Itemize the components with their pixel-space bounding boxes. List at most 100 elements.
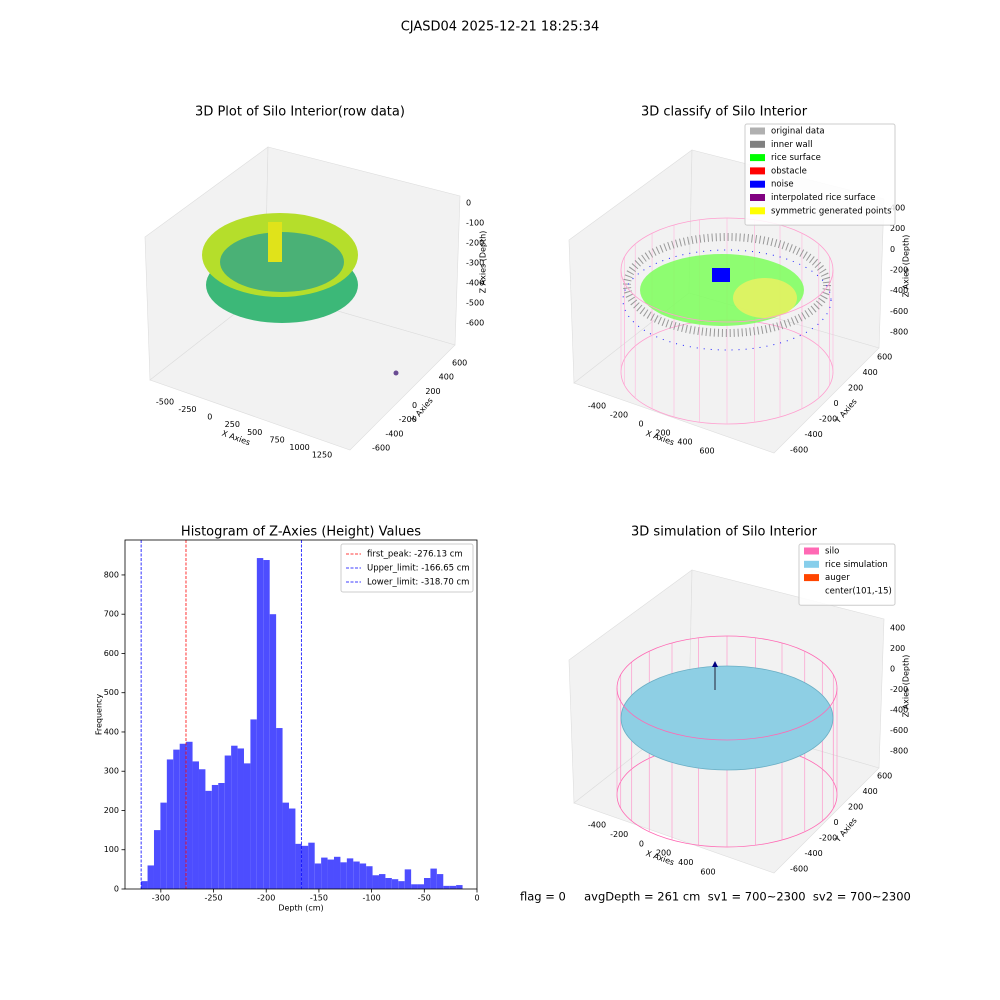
suptitle: CJASD04 2025-12-21 18:25:34 [401, 20, 600, 35]
legend-swatch [750, 127, 765, 135]
legend-swatch [750, 140, 765, 148]
histogram-bar [282, 802, 289, 889]
y-tick-label: 200 [104, 806, 119, 815]
x-tick-label: -250 [204, 894, 222, 903]
z-tick-label: -800 [890, 747, 908, 756]
histogram-bar [192, 761, 199, 889]
x-tick-label: -200 [610, 830, 628, 839]
y-tick-label: -600 [790, 446, 808, 455]
y-tick-label: 100 [104, 845, 119, 854]
histogram-bar [378, 874, 386, 889]
silo-top [620, 217, 834, 323]
legend-label: center(101,-15) [825, 586, 892, 596]
histogram-bar [153, 830, 161, 889]
histogram-bar [211, 784, 219, 889]
z-tick-label: -600 [466, 319, 484, 328]
y-tick-label: 0 [114, 885, 119, 894]
auger-head [712, 661, 718, 667]
wall-points [623, 233, 831, 337]
x-tick-label: 1250 [312, 451, 332, 460]
histogram-bar [276, 728, 283, 889]
z-axis-label: Z Axies (Depth) [479, 231, 488, 294]
y-tick-label: 200 [425, 387, 440, 396]
y-tick-label: -600 [790, 865, 808, 874]
legend-swatch [750, 154, 765, 162]
z-axis-label: Z Axies (Depth) [902, 235, 911, 298]
x-tick-label: -50 [418, 894, 431, 903]
x-tick-label: -400 [588, 821, 606, 830]
histogram-bar [198, 769, 206, 889]
legend-box [798, 543, 896, 606]
z-tick-label: 200 [890, 224, 905, 233]
histogram-bar [423, 878, 431, 889]
x-tick-label: 250 [225, 420, 240, 429]
histogram-bar [366, 866, 373, 889]
x-tick-label: 1000 [289, 443, 309, 452]
z-tick-label: -500 [466, 299, 484, 308]
floor-pane [573, 292, 880, 454]
floor-pane [149, 289, 456, 451]
histogram-bar [166, 759, 174, 889]
histogram-bar [224, 755, 232, 889]
histogram-bar [205, 790, 212, 889]
legend-label: rice surface [771, 153, 821, 163]
histogram-bar [179, 743, 187, 889]
axes-title: 3D simulation of Silo Interior [631, 525, 818, 540]
histogram-bar [231, 745, 238, 889]
histogram-bar [346, 858, 354, 889]
z-tick-label: -100 [466, 219, 484, 228]
histogram-bar [263, 560, 270, 889]
histogram-bar [449, 885, 457, 889]
y-tick-label: 0 [834, 399, 839, 408]
histogram-bar [411, 884, 418, 889]
histogram-bar [417, 884, 424, 889]
legend-swatch [750, 207, 765, 215]
histogram-bar [160, 802, 167, 889]
z-tick-label: -600 [890, 307, 908, 316]
histogram-bar [243, 763, 251, 889]
legend-swatch [804, 547, 819, 555]
histogram-bar [333, 856, 341, 889]
silo-top [616, 635, 838, 741]
z-tick-label: -400 [890, 706, 908, 715]
histogram-bar [301, 845, 309, 889]
histogram-bar [456, 885, 463, 889]
histogram-bar [308, 842, 315, 889]
y-tick-label: -400 [805, 430, 823, 439]
y-tick-label: 400 [863, 787, 878, 796]
histogram-bar [288, 808, 296, 889]
z-tick-label: 400 [890, 624, 905, 633]
histogram-bar [218, 783, 225, 889]
axes-3d [568, 569, 885, 874]
z-tick-label: -200 [466, 239, 484, 248]
y-tick-label: 200 [848, 384, 863, 393]
z-tick-label: -400 [890, 286, 908, 295]
rice-surface [620, 665, 834, 771]
histogram-bar [385, 878, 392, 889]
x-tick-label: 0 [207, 413, 212, 422]
y-tick-label: 0 [834, 818, 839, 827]
z-tick-label: -800 [890, 328, 908, 337]
x-tick-label: -500 [156, 398, 174, 407]
histogram-bar [327, 859, 334, 889]
legend-label: noise [771, 180, 794, 190]
x-axis-label: Depth (cm) [278, 904, 323, 913]
histogram-bar [147, 865, 154, 889]
histogram-bar [295, 843, 302, 889]
y-tick-label: 400 [439, 373, 454, 382]
x-tick-label: -400 [588, 402, 606, 411]
z-tick-label: -400 [466, 279, 484, 288]
legend-swatch [750, 180, 765, 188]
symmetric-points [733, 278, 797, 318]
histogram-bar [436, 874, 444, 889]
x-tick-label: -200 [610, 411, 628, 420]
histogram-bar [173, 749, 180, 889]
legend-label: interpolated rice surface [771, 193, 876, 203]
x-tick-label: -300 [152, 894, 170, 903]
y-tick-label: -200 [399, 415, 417, 424]
x-tick-label: -200 [257, 894, 275, 903]
y-tick-label: -200 [819, 415, 837, 424]
y-tick-label: -400 [805, 849, 823, 858]
histogram-bar [237, 748, 244, 889]
histogram-bar [391, 879, 399, 889]
